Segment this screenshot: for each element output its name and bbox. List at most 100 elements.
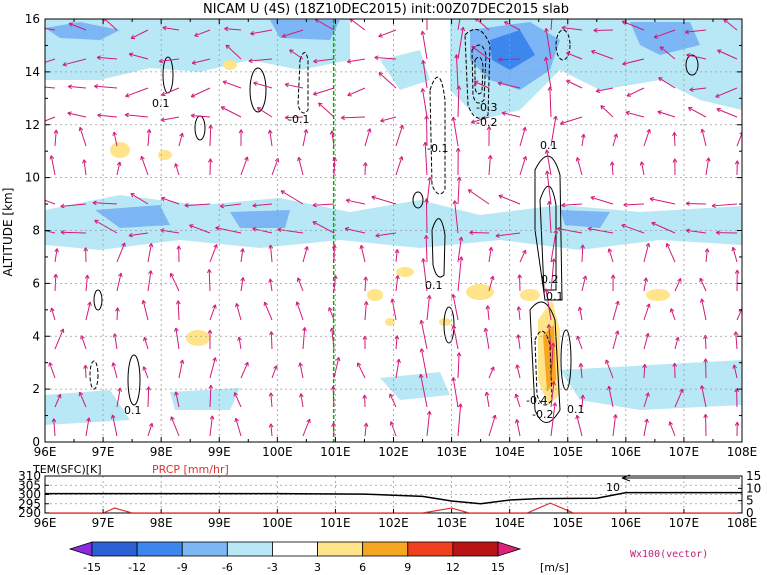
temp-tick-label: 305 (18, 478, 41, 492)
contour-label: 0.1 (425, 279, 443, 292)
colorbar-label: -3 (267, 561, 278, 574)
wind-vectors (45, 19, 742, 437)
bottom-x-tick-label: 104E (494, 516, 525, 530)
precipitation-line (45, 502, 742, 513)
colorbar-label: -12 (128, 561, 146, 574)
temperature-line (45, 491, 742, 505)
contour-label: 0.1 (124, 404, 142, 417)
colorbar-label: -9 (177, 561, 188, 574)
y-tick-label: 4 (32, 329, 40, 343)
x-tick-label: 105E (553, 445, 584, 459)
temp-tick-label: 290 (18, 506, 41, 520)
colorbar-label: 3 (314, 561, 321, 574)
reference-vector: 10 (606, 474, 740, 494)
x-tick-label: 101E (320, 445, 351, 459)
y-tick-label: 6 (32, 276, 40, 290)
y-tick-label: 10 (25, 171, 40, 185)
colorbar-swatch (407, 541, 454, 557)
colorbar-swatch (272, 541, 318, 557)
bottom-x-tick-label: 99E (208, 516, 231, 530)
colorbar-max-arrow (497, 541, 522, 557)
colorbar-label: -15 (83, 561, 101, 574)
colorbar-label: 15 (491, 561, 505, 574)
colorbar-swatch (452, 541, 499, 557)
prcp-tick-label: 5 (746, 494, 754, 508)
contour-label: 0.1 (546, 290, 564, 303)
x-tick-label: 96E (34, 445, 57, 459)
bottom-x-tick-label: 100E (262, 516, 293, 530)
colorbar-swatch (91, 541, 138, 557)
bottom-panel: TEM(SFC)[K] PRCP [mm/hr] 310305300295290… (18, 463, 761, 530)
main-panel: 0.1 -0.1 -0.3 -0.2 -0.1 0.1 0.1 0.2 0.1 … (1, 12, 758, 459)
x-tick-label: 99E (208, 445, 231, 459)
bottom-x-tick-label: 96E (34, 516, 57, 530)
contour-label: -0.3 (476, 101, 497, 114)
contour-label: 0.2 (541, 273, 559, 286)
x-tick-label: 100E (262, 445, 293, 459)
y-tick-label: 2 (32, 382, 40, 396)
contour-label: -0.4 (526, 394, 547, 407)
bottom-x-ticks: 96E 97E 98E 99E 100E 101E 102E 103E 104E 105E 106E… (34, 509, 758, 530)
temp-tick-label: 300 (18, 488, 41, 502)
y-tick-label: 12 (25, 118, 40, 132)
x-tick-label: 97E (92, 445, 115, 459)
x-tick-label: 103E (436, 445, 467, 459)
contour-label: -0.1 (427, 142, 448, 155)
y-tick-label: 8 (32, 224, 40, 238)
bottom-x-tick-label: 105E (553, 516, 584, 530)
temp-tick-label: 310 (18, 469, 41, 483)
reference-vector-label: 10 (606, 481, 620, 494)
x-tick-label: 98E (150, 445, 173, 459)
main-grid (45, 19, 742, 442)
main-ylabel: ALTITUDE [km] (1, 188, 15, 277)
contour-label: 0.1 (567, 403, 585, 416)
bottom-x-tick-label: 101E (320, 516, 351, 530)
contours (89, 28, 699, 423)
contour-label: -0.1 (288, 113, 309, 126)
colorbar-label: 9 (404, 561, 411, 574)
main-x-ticks: 96E 97E 98E 99E 100E 101E 102E 103E 104E 105E 106E… (34, 19, 758, 459)
bottom-right-title: PRCP [mm/hr] (152, 463, 229, 476)
colorbar-swatch (317, 541, 364, 557)
colorbar-label: 6 (359, 561, 366, 574)
vector-label: Wx100(vector) (630, 549, 708, 560)
colorbar-label: -6 (222, 561, 233, 574)
prcp-tick-label: 10 (746, 481, 761, 495)
x-tick-label: 102E (378, 445, 409, 459)
contour-label: -0.2 (532, 408, 553, 421)
y-tick-label: 0 (32, 435, 40, 449)
colorbar-swatch (136, 541, 183, 557)
y-tick-label: 14 (25, 65, 40, 79)
colorbar-min-arrow (68, 541, 93, 557)
prcp-tick-label: 0 (746, 506, 754, 520)
x-tick-label: 104E (494, 445, 525, 459)
x-tick-label: 107E (669, 445, 700, 459)
colorbar-swatch (226, 541, 273, 557)
bottom-x-tick-label: 107E (669, 516, 700, 530)
bottom-x-tick-label: 98E (150, 516, 173, 530)
contour-label: 0.1 (540, 139, 558, 152)
temp-tick-label: 295 (18, 497, 41, 511)
contour-label: -0.2 (476, 116, 497, 129)
bottom-x-tick-label: 106E (611, 516, 642, 530)
x-tick-label: 106E (611, 445, 642, 459)
main-y-ticks: 0 2 4 6 8 10 12 14 16 (25, 12, 742, 449)
bottom-x-tick-label: 102E (378, 516, 409, 530)
y-tick-label: 16 (25, 12, 40, 26)
colorbar-label: 12 (446, 561, 460, 574)
contour-labels: 0.1 -0.1 -0.3 -0.2 -0.1 0.1 0.1 0.2 0.1 … (124, 97, 585, 421)
bottom-x-tick-label: 103E (436, 516, 467, 530)
contour-label: 0.1 (152, 97, 170, 110)
colorbar-swatch (362, 541, 409, 557)
colorbar-swatch (181, 541, 228, 557)
chart-title: NICAM U (4S) (18Z10DEC2015) init:00Z07DE… (203, 2, 569, 17)
bottom-left-title: TEM(SFC)[K] (32, 463, 102, 476)
bottom-x-tick-label: 108E (727, 516, 758, 530)
prcp-tick-label: 15 (746, 469, 761, 483)
bottom-x-tick-label: 97E (92, 516, 115, 530)
bottom-grid (45, 476, 742, 513)
x-tick-label: 108E (727, 445, 758, 459)
